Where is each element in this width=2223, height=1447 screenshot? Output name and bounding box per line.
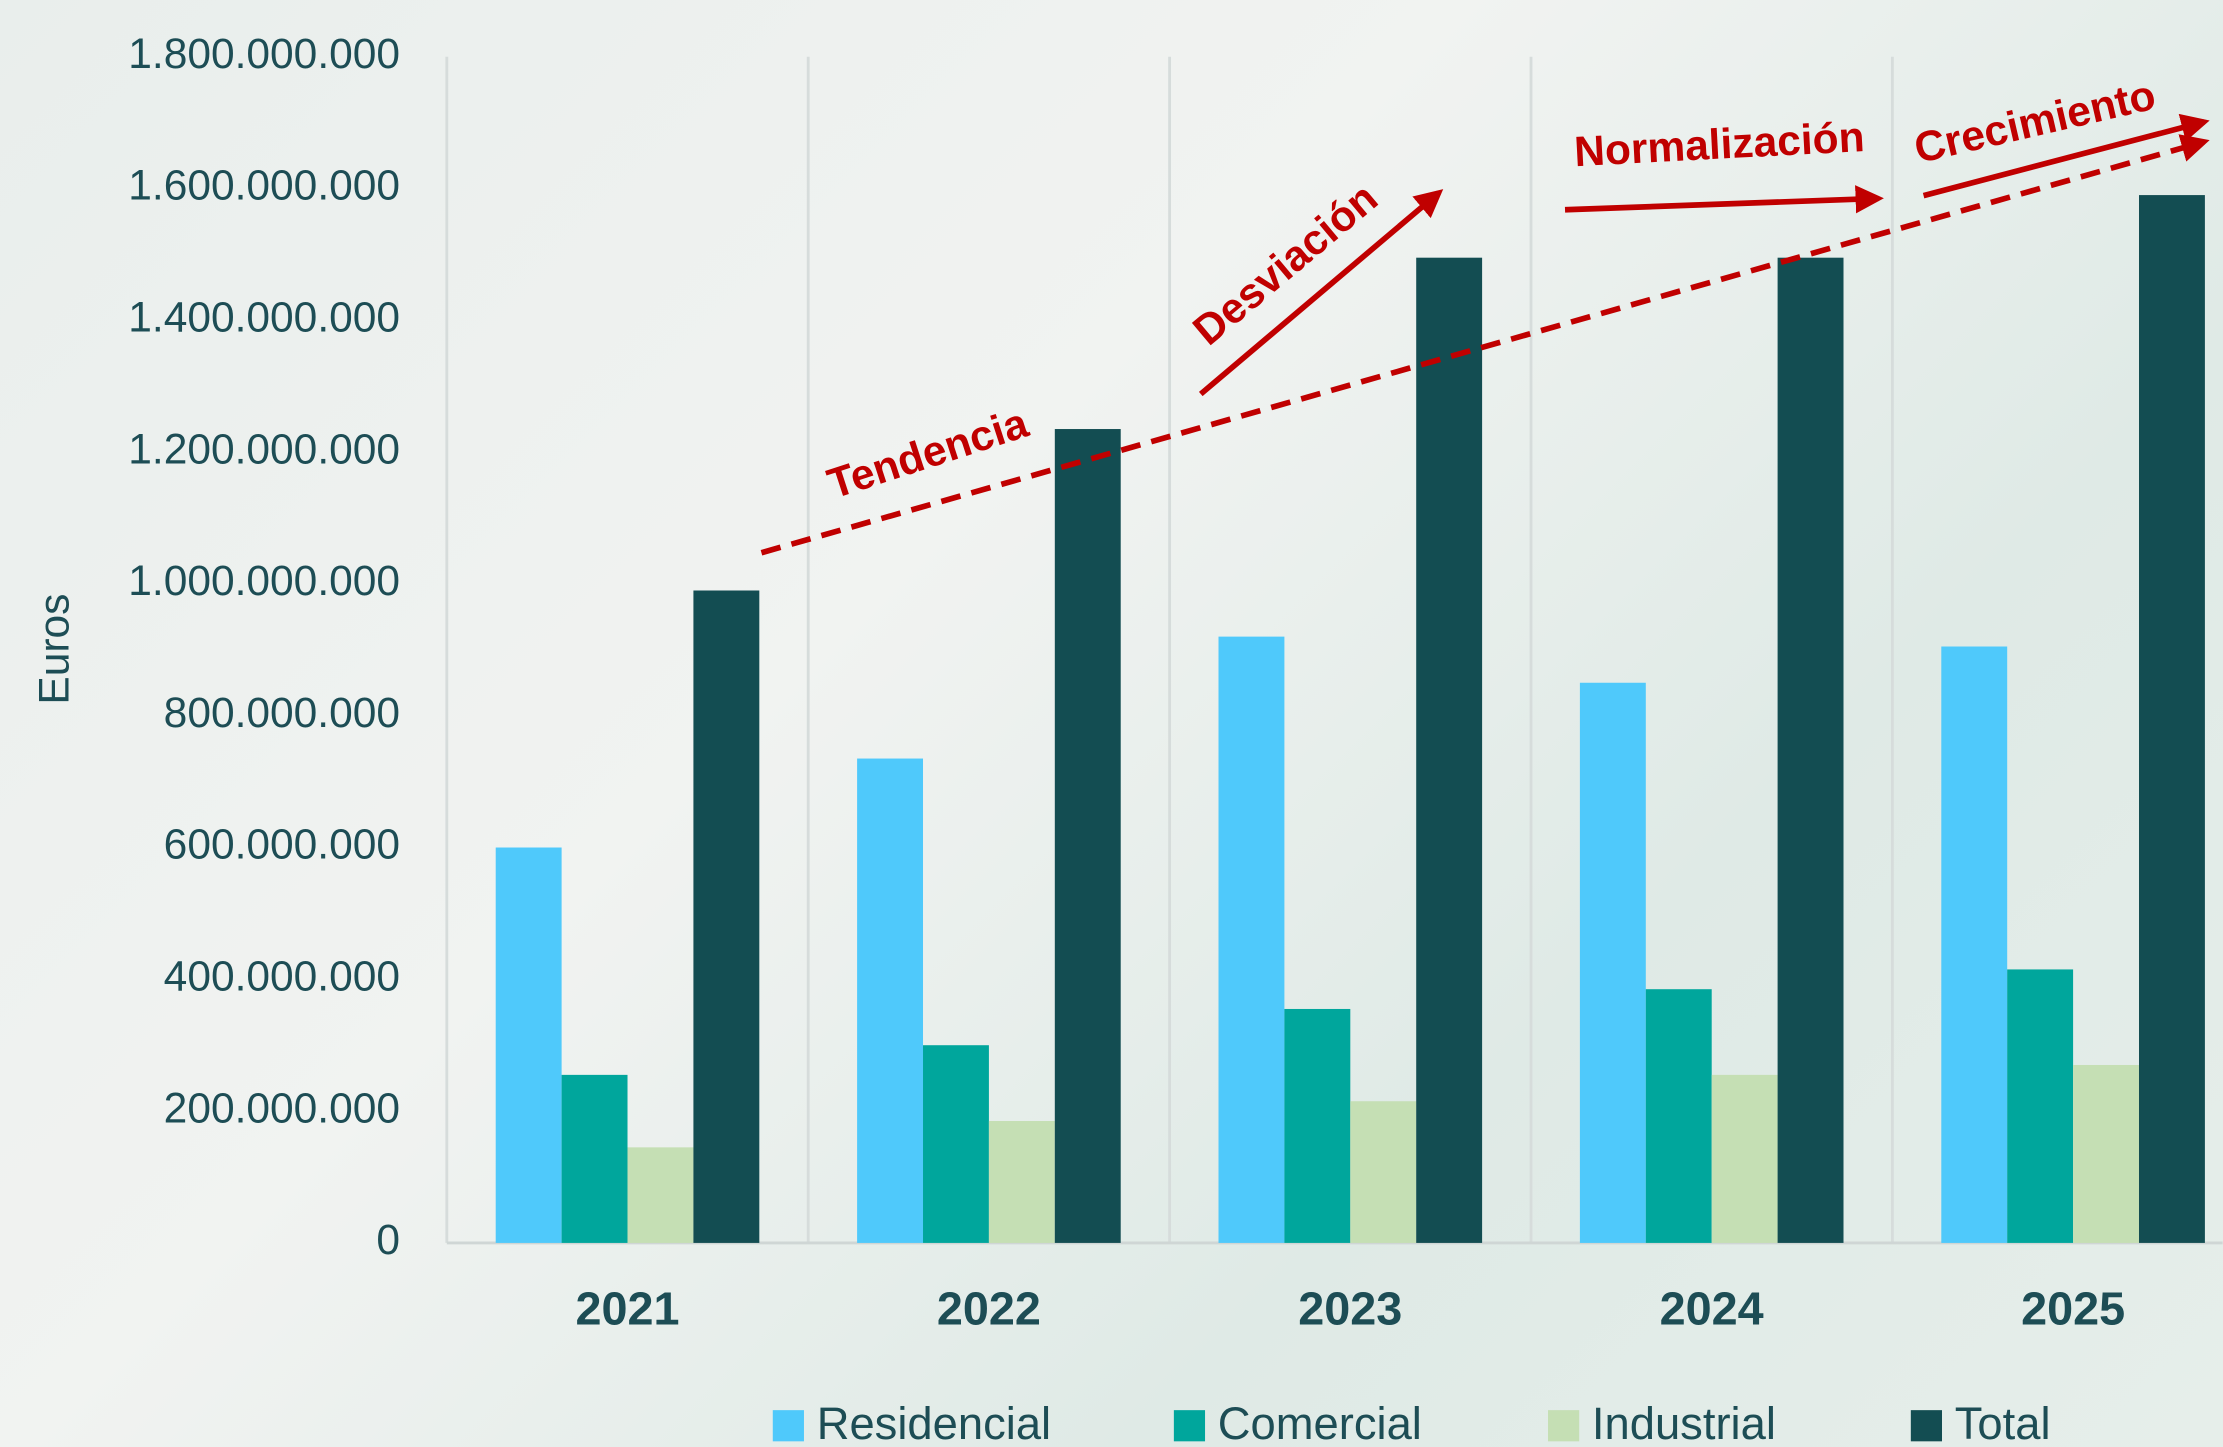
legend-swatch xyxy=(1173,1410,1206,1442)
arrow xyxy=(1922,113,2210,199)
bar xyxy=(627,1147,694,1243)
legend-swatch xyxy=(1910,1410,1943,1442)
bar xyxy=(1645,989,1712,1243)
y-tick-label: 800.000.000 xyxy=(164,690,400,737)
y-tick-label: 1.200.000.000 xyxy=(128,426,400,473)
annotation: Tendencia xyxy=(822,400,1034,509)
bar xyxy=(1284,1008,1351,1243)
annotation: Normalización xyxy=(1573,114,1866,176)
bar xyxy=(1711,1074,1778,1243)
annotation: Crecimiento xyxy=(1910,72,2160,173)
x-tick-label: 2023 xyxy=(1298,1283,1402,1335)
bar xyxy=(693,590,760,1243)
trend-arrow xyxy=(760,134,2210,556)
bar xyxy=(1054,429,1121,1243)
y-tick-label: 200.000.000 xyxy=(164,1085,400,1132)
bar xyxy=(2073,1064,2139,1243)
bar xyxy=(1416,257,1483,1243)
y-tick-label: 0 xyxy=(376,1217,400,1264)
y-tick-label: 400.000.000 xyxy=(164,954,400,1001)
bar xyxy=(1350,1101,1417,1243)
y-tick-label: 600.000.000 xyxy=(164,822,400,869)
bar xyxy=(988,1120,1055,1243)
y-tick-label: 1.400.000.000 xyxy=(128,295,400,342)
bar xyxy=(1218,636,1285,1243)
bar xyxy=(495,847,562,1243)
x-tick-label: 2021 xyxy=(576,1283,680,1335)
legend-swatch xyxy=(772,1410,804,1442)
bar xyxy=(2138,195,2205,1243)
plot-area: 0 200.000.000 400.000.000 600.000.000 800.00… xyxy=(128,31,2223,1447)
legend-label: Industrial xyxy=(1592,1398,1776,1447)
bar xyxy=(1579,682,1646,1243)
bar xyxy=(923,1045,989,1243)
legend-label: Comercial xyxy=(1218,1398,1422,1447)
bar xyxy=(561,1074,628,1243)
arrow xyxy=(1564,185,1884,214)
arrow xyxy=(1198,189,1444,397)
y-tick-label: 1.600.000.000 xyxy=(128,163,400,210)
bar xyxy=(1777,257,1844,1243)
bar xyxy=(857,758,924,1243)
x-tick-label: 2022 xyxy=(937,1283,1041,1335)
x-tick-label: 2025 xyxy=(2021,1283,2125,1335)
bar xyxy=(1941,646,2008,1243)
legend-label: Residencial xyxy=(817,1398,1051,1447)
y-axis-label: Euros xyxy=(31,594,78,705)
y-tick-label: 1.800.000.000 xyxy=(128,31,400,78)
legend-swatch xyxy=(1548,1410,1580,1442)
x-tick-label: 2024 xyxy=(1660,1283,1764,1335)
y-tick-label: 1.000.000.000 xyxy=(128,558,400,605)
bar xyxy=(2007,969,2074,1243)
legend-label: Total xyxy=(1955,1398,2051,1447)
